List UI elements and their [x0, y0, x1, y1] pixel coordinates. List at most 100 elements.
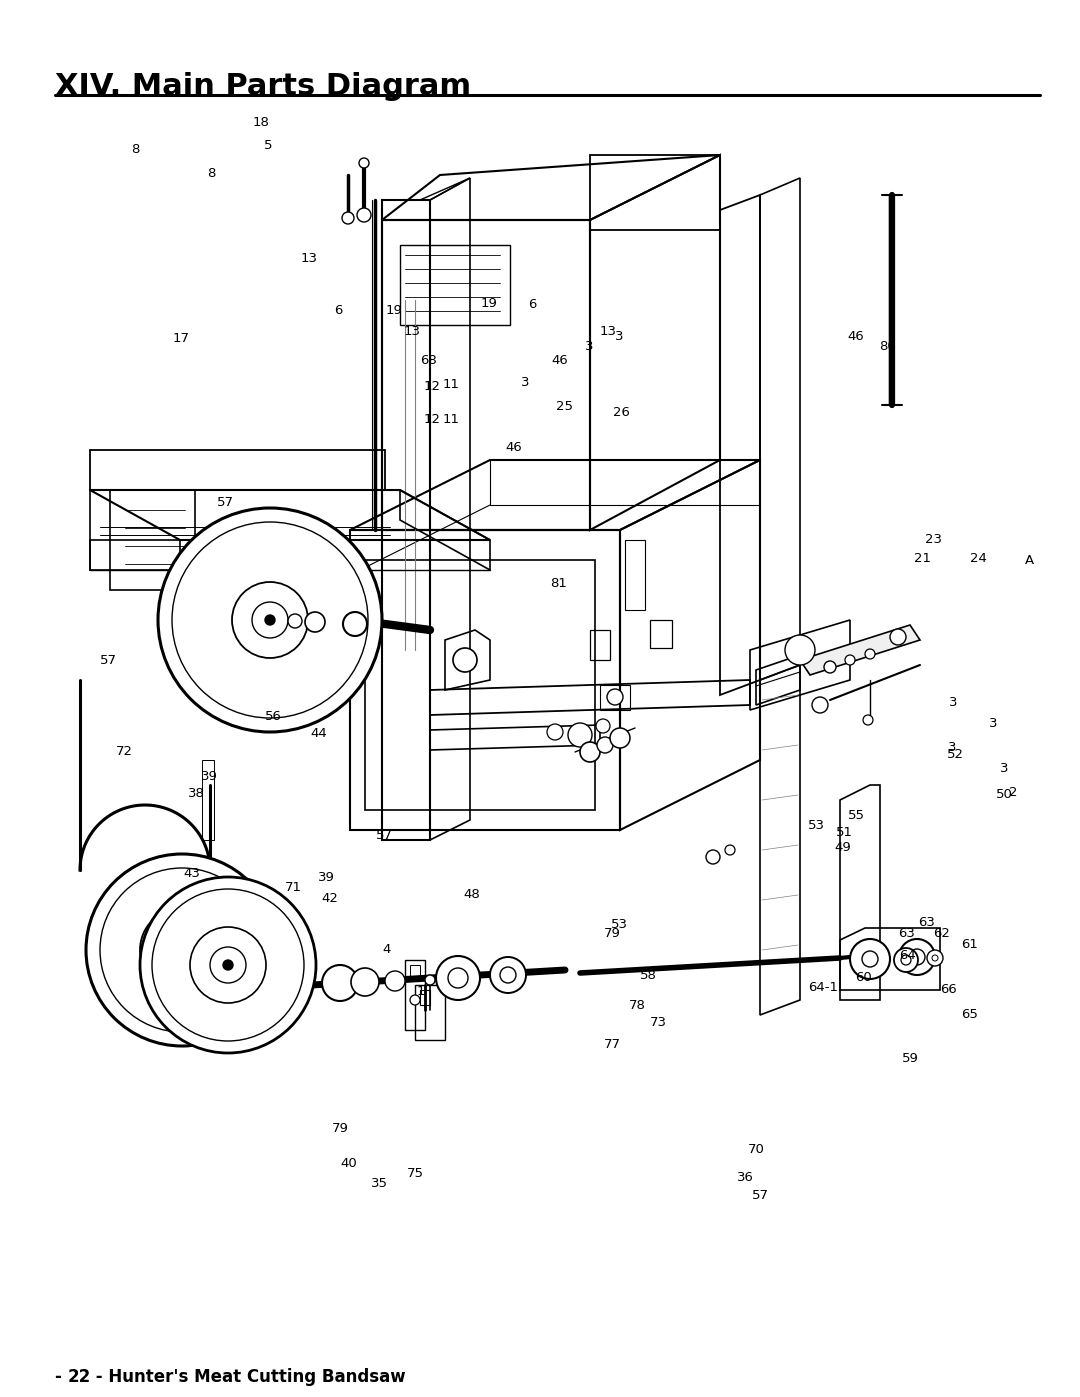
Text: 4: 4 [382, 943, 391, 957]
Text: 17: 17 [173, 331, 190, 345]
Circle shape [596, 719, 610, 733]
Text: 6: 6 [528, 298, 537, 312]
Circle shape [845, 655, 855, 665]
Circle shape [862, 951, 878, 967]
Bar [590, 630, 610, 659]
Text: 3: 3 [521, 376, 529, 390]
Text: 44: 44 [310, 726, 327, 740]
Circle shape [190, 928, 266, 1003]
Text: 26: 26 [612, 405, 630, 419]
Text: 1: 1 [417, 985, 426, 999]
Text: 70: 70 [747, 1143, 765, 1157]
Text: 55: 55 [848, 809, 865, 823]
Text: 22: 22 [68, 1368, 91, 1386]
Circle shape [265, 615, 275, 624]
Circle shape [453, 648, 477, 672]
Circle shape [863, 715, 873, 725]
Text: 13: 13 [599, 324, 617, 338]
Bar [202, 760, 214, 840]
Text: 57: 57 [99, 654, 117, 668]
Circle shape [899, 939, 935, 975]
Circle shape [607, 689, 623, 705]
Text: 35: 35 [370, 1176, 388, 1190]
Text: 81: 81 [550, 577, 567, 591]
Text: 39: 39 [318, 870, 335, 884]
Text: 57: 57 [752, 1189, 769, 1203]
Text: 46: 46 [847, 330, 864, 344]
Text: 51: 51 [836, 826, 853, 840]
Text: 18: 18 [253, 116, 270, 130]
Circle shape [152, 888, 303, 1041]
Text: 21: 21 [914, 552, 931, 566]
Text: 48: 48 [463, 887, 481, 901]
Text: 19: 19 [386, 303, 403, 317]
Text: 13: 13 [404, 324, 421, 338]
Text: 63: 63 [918, 915, 935, 929]
Text: 46: 46 [551, 353, 568, 367]
Text: 46: 46 [505, 440, 523, 454]
Text: 23: 23 [924, 532, 942, 546]
Text: 65: 65 [961, 1007, 978, 1021]
Circle shape [909, 949, 924, 965]
Text: 3: 3 [989, 717, 998, 731]
Text: 53: 53 [808, 819, 825, 833]
Text: 25: 25 [556, 400, 573, 414]
Circle shape [785, 636, 815, 665]
Circle shape [140, 877, 316, 1053]
Circle shape [288, 615, 302, 629]
Text: 11: 11 [443, 377, 460, 391]
Bar [400, 244, 510, 326]
Circle shape [597, 738, 613, 753]
Circle shape [384, 971, 405, 990]
Bar [405, 960, 426, 1030]
Text: 42: 42 [321, 891, 338, 905]
Text: 13: 13 [300, 251, 318, 265]
Circle shape [865, 650, 875, 659]
Text: 3: 3 [585, 339, 594, 353]
Text: 58: 58 [639, 968, 657, 982]
Text: 78: 78 [629, 999, 646, 1013]
Text: A: A [1025, 553, 1034, 567]
Text: 3: 3 [1000, 761, 1009, 775]
Text: 8: 8 [131, 142, 139, 156]
Circle shape [706, 849, 720, 863]
Text: - Hunter's Meat Cutting Bandsaw: - Hunter's Meat Cutting Bandsaw [90, 1368, 406, 1386]
Text: 12: 12 [423, 412, 441, 426]
Text: 59: 59 [902, 1052, 919, 1066]
Text: 43: 43 [184, 866, 201, 880]
Circle shape [343, 612, 367, 636]
Circle shape [500, 967, 516, 983]
Circle shape [176, 944, 188, 956]
Text: 49: 49 [834, 841, 851, 855]
Bar [415, 985, 445, 1039]
Circle shape [490, 957, 526, 993]
Text: 3: 3 [948, 740, 957, 754]
Circle shape [210, 947, 246, 983]
Circle shape [610, 728, 630, 747]
Text: 73: 73 [650, 1016, 667, 1030]
Circle shape [426, 975, 435, 985]
Text: 3: 3 [615, 330, 623, 344]
Text: 24: 24 [970, 552, 987, 566]
Circle shape [812, 697, 828, 712]
Text: 39: 39 [201, 770, 218, 784]
Text: XIV. Main Parts Diagram: XIV. Main Parts Diagram [55, 73, 471, 101]
Circle shape [927, 950, 943, 965]
Circle shape [448, 968, 468, 988]
Text: 66: 66 [940, 982, 957, 996]
Text: 19: 19 [481, 296, 498, 310]
Circle shape [725, 845, 735, 855]
Text: 75: 75 [407, 1166, 424, 1180]
Circle shape [305, 612, 325, 631]
Text: 36: 36 [737, 1171, 754, 1185]
Text: 79: 79 [332, 1122, 349, 1136]
Bar [410, 965, 420, 981]
Bar [650, 620, 672, 648]
Circle shape [436, 956, 480, 1000]
Circle shape [824, 661, 836, 673]
Circle shape [901, 956, 912, 965]
Circle shape [850, 939, 890, 979]
Text: 40: 40 [340, 1157, 357, 1171]
Circle shape [932, 956, 939, 961]
Bar [600, 685, 630, 710]
